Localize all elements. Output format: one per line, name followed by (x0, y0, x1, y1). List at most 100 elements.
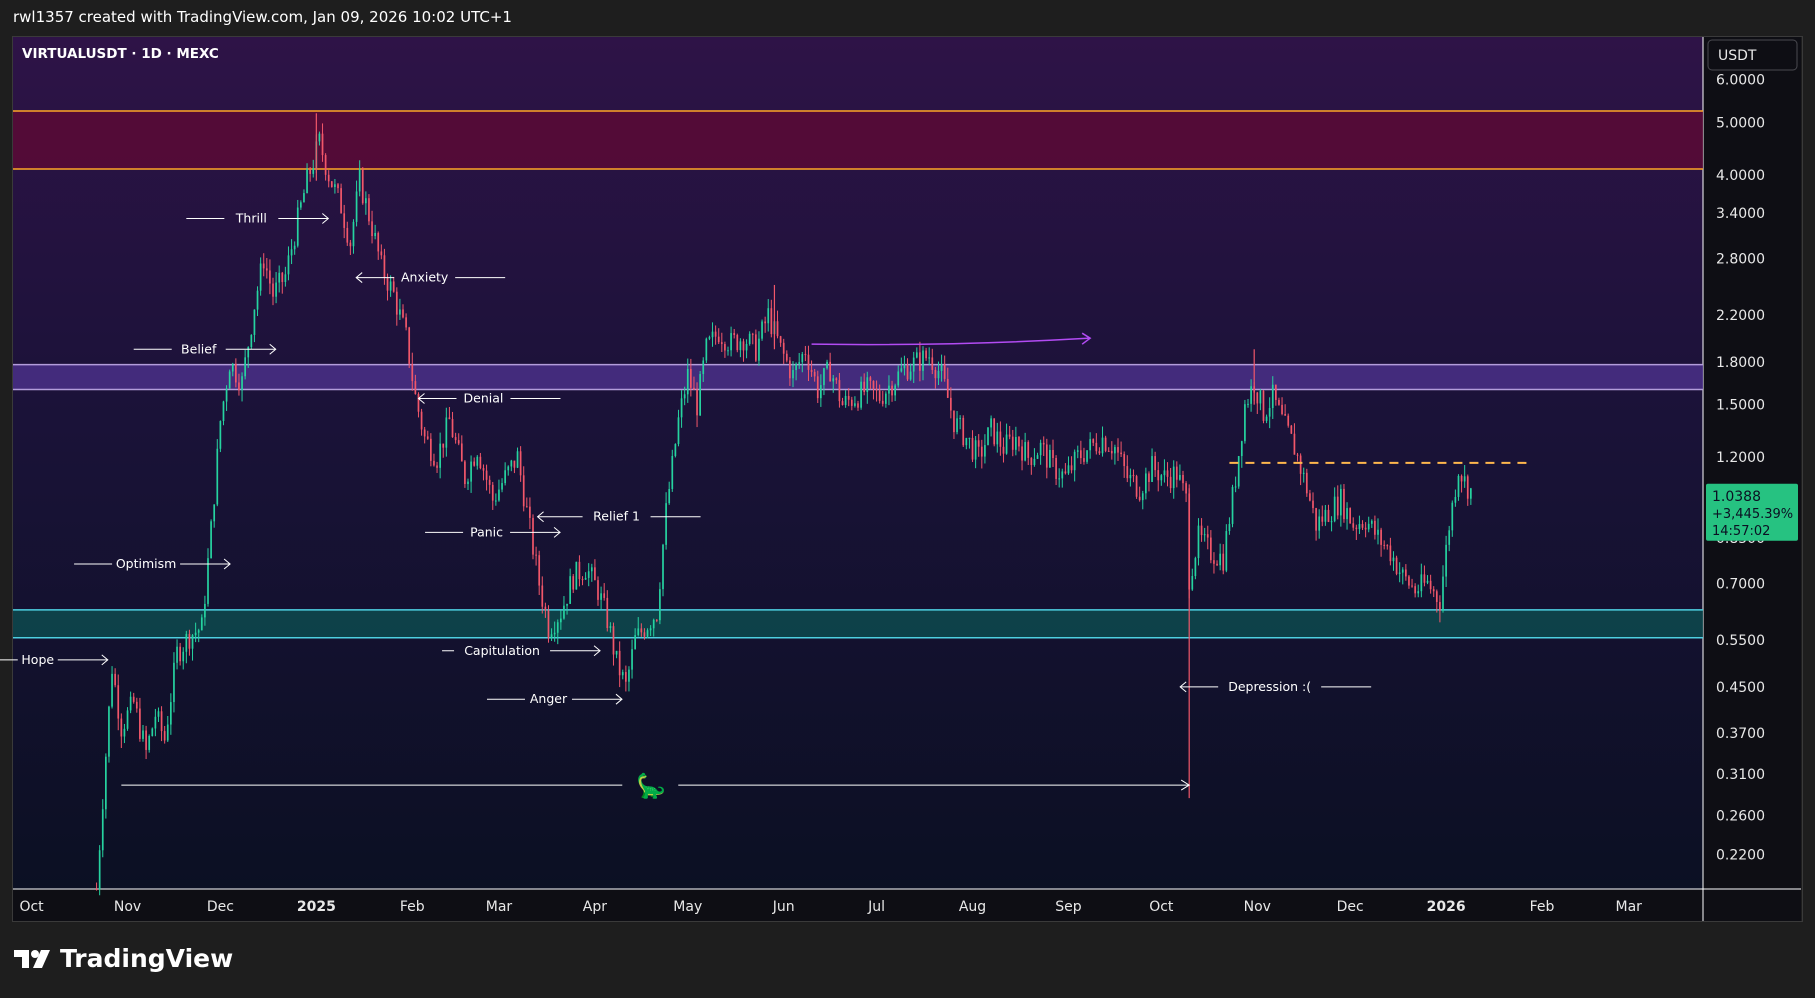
candle-body (355, 191, 358, 222)
candle-body (1423, 574, 1426, 583)
phase-label: Thrill (235, 210, 267, 225)
candle-body (1442, 576, 1444, 611)
candle-body (148, 735, 151, 750)
candle-body (207, 558, 209, 604)
dino-line-arrowhead (1180, 779, 1191, 791)
time-tick-label: Aug (959, 899, 986, 915)
candle-body (662, 544, 664, 590)
candle-body (318, 133, 321, 142)
candle-body (785, 353, 788, 361)
candle-body (516, 451, 519, 468)
candle-body (1135, 476, 1138, 497)
candle-body (659, 589, 661, 621)
candle-body (504, 470, 506, 484)
candle-body (1343, 488, 1345, 520)
tradingview-logo-icon (14, 949, 50, 968)
candle-body (1429, 580, 1432, 590)
candle-body (1033, 458, 1036, 465)
phase-label: Anxiety (401, 270, 449, 285)
candle-body (108, 706, 110, 757)
candle-body (1219, 553, 1221, 566)
candle-body (560, 618, 562, 623)
candle-body (847, 395, 850, 400)
candle-body (1386, 545, 1389, 547)
candle-body (1030, 457, 1033, 465)
candle-body (1042, 442, 1045, 445)
candle-body (686, 368, 689, 395)
candle-body (1247, 403, 1249, 405)
candle-body (1426, 580, 1429, 583)
candle-body (330, 181, 333, 188)
phase-arrowhead (355, 272, 363, 283)
candle-body (705, 338, 708, 361)
time-tick-label: Jun (772, 899, 795, 915)
candle-body (139, 708, 141, 739)
dinosaur-icon: 🦕 (636, 772, 666, 800)
candle-body (1231, 487, 1234, 524)
candle-body (482, 468, 485, 471)
tradingview-logo[interactable]: TradingView (14, 944, 233, 973)
candle-body (826, 361, 828, 369)
currency-button[interactable]: USDT (1707, 39, 1798, 71)
candle-body (321, 133, 324, 156)
candle-body (479, 456, 482, 469)
candle-body (677, 417, 680, 445)
candle-body (1179, 474, 1181, 480)
candle-body (327, 174, 330, 182)
time-axis[interactable]: Oct Nov Dec 2025 Feb Mar Apr May Jun Jul Aug Sep Oct… (19, 899, 1642, 915)
candle-body (1070, 465, 1073, 471)
candle-body (816, 376, 819, 399)
candle-body (1324, 509, 1327, 522)
candle-body (225, 388, 228, 402)
candle-body (980, 446, 983, 457)
candle-body (541, 585, 544, 607)
candle-body (1278, 399, 1280, 405)
candle-body (739, 341, 742, 351)
candle-body (1083, 458, 1085, 462)
price-tick-label: 0.7000 (1716, 576, 1765, 592)
candle-body (829, 361, 831, 382)
candle-body (628, 669, 630, 682)
candle-body (888, 385, 890, 394)
candle-body (1185, 483, 1187, 494)
candle-body (1117, 447, 1119, 453)
candle-body (1293, 433, 1296, 455)
candle-body (665, 503, 667, 545)
candle-body (535, 554, 537, 556)
candle-body (711, 331, 714, 338)
price-axis[interactable]: 6.0000 5.0000 4.0000 3.4000 2.8000 2.2000 1.80… (1716, 73, 1765, 864)
candle-body (1172, 466, 1175, 489)
candle-body (532, 517, 534, 555)
symbol-label[interactable]: VIRTUALUSDT · 1D · MEXC (22, 46, 219, 62)
candle-body (1151, 456, 1153, 482)
candle-body (368, 198, 370, 222)
candle-body (417, 394, 420, 412)
brand-name: TradingView (60, 944, 234, 973)
candle-body (1309, 493, 1311, 501)
candle-body (197, 630, 200, 633)
candle-body (377, 232, 380, 252)
candle-body (1305, 472, 1308, 494)
candle-body (984, 445, 986, 457)
candle-body (609, 626, 612, 628)
candle-body (770, 308, 773, 335)
candle-body (275, 282, 277, 297)
candle-body (844, 395, 847, 405)
candle-body (1061, 471, 1064, 479)
candle-body (1463, 476, 1466, 482)
candle-body (971, 437, 974, 460)
candle-body (1244, 404, 1246, 442)
time-tick-label: Nov (1244, 899, 1271, 915)
candle-body (1123, 454, 1126, 467)
candle-body (912, 357, 915, 372)
candle-body (1451, 502, 1454, 531)
candle-body (578, 561, 581, 580)
price-tick-label: 4.0000 (1716, 168, 1765, 184)
candle-body (603, 593, 606, 598)
candle-body (114, 673, 116, 686)
candle-body (1302, 472, 1305, 474)
candle-body (365, 198, 367, 204)
candle-body (334, 184, 336, 188)
candle-body (943, 364, 946, 379)
